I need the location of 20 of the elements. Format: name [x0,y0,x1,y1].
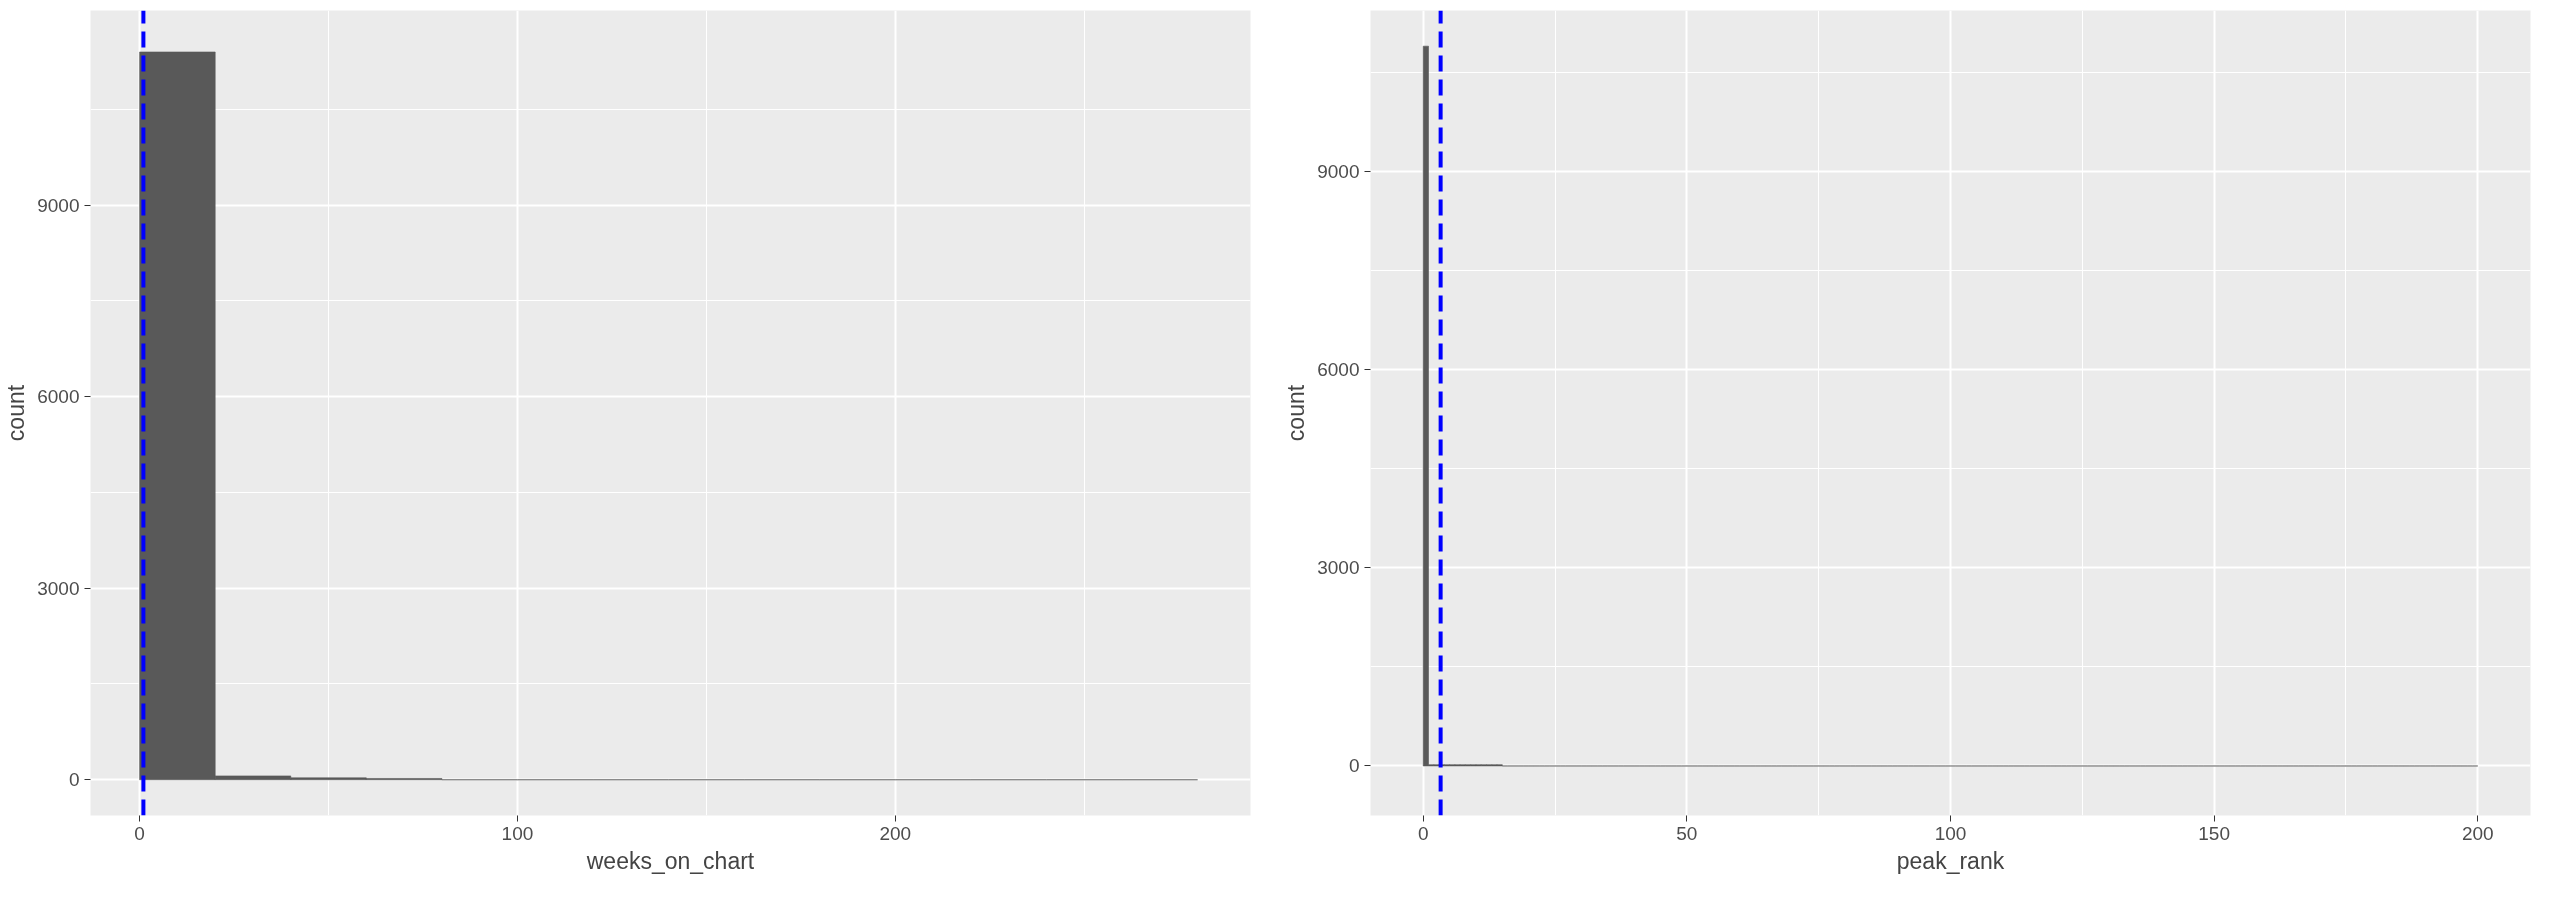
y-tick-label: 3000 [37,577,80,599]
x-axis-title: peak_rank [1896,847,2005,874]
y-axis-title: count [1283,384,1310,442]
y-tick-label: 6000 [1317,359,1360,381]
x-tick-label: 50 [1676,822,1698,844]
x-tick-label: 100 [501,822,534,844]
y-tick-label: 9000 [37,194,80,216]
x-tick-label: 200 [879,822,912,844]
x-tick-label: 0 [1417,822,1429,844]
x-tick-label: 0 [134,822,145,844]
y-tick-label: 3000 [1317,557,1360,579]
y-tick-label: 0 [68,769,80,791]
y-tick-label: 9000 [1317,161,1360,183]
y-tick-label: 0 [1348,755,1360,777]
x-tick-label: 150 [2198,822,2230,844]
y-axis-title: count [3,384,30,442]
x-axis-title: weeks_on_chart [585,847,755,874]
x-tick-label: 100 [1934,822,1967,844]
x-tick-label: 200 [2461,822,2494,844]
y-tick-label: 6000 [37,386,80,408]
